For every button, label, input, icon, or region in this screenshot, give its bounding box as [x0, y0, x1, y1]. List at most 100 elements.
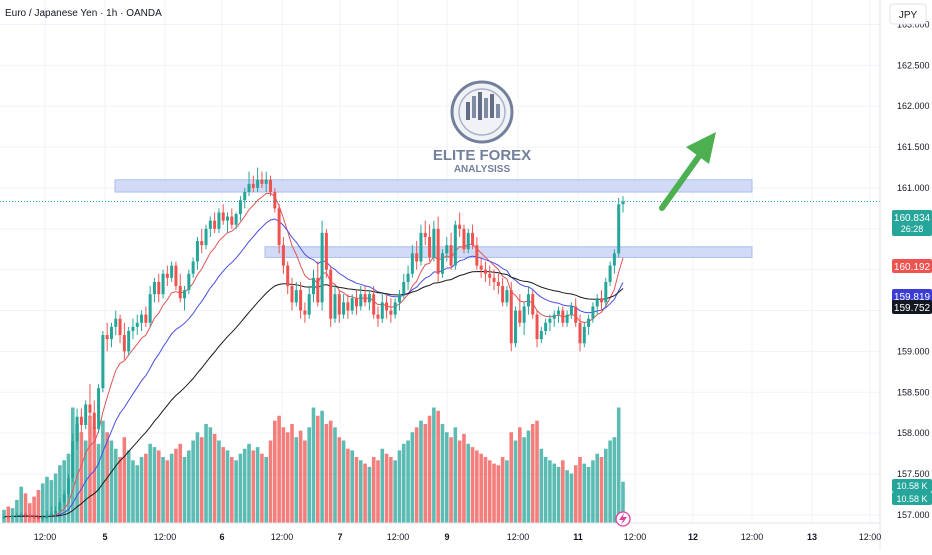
time-tick-label: 12:00 — [507, 532, 530, 542]
volume-bar — [612, 437, 617, 523]
volume-bar — [139, 457, 144, 523]
slow-ma-tag: 159.752 — [892, 300, 932, 314]
candle-body — [582, 326, 586, 344]
candle-body — [548, 318, 552, 323]
logo-candles-icon — [466, 92, 500, 120]
candle-body — [273, 192, 277, 209]
volume-bar — [389, 457, 393, 523]
candle-body — [2, 516, 6, 519]
candle-body — [195, 241, 199, 262]
volume-bar — [135, 465, 140, 523]
time-tick-label: 12:00 — [34, 532, 57, 542]
volume-bar — [285, 432, 290, 523]
candle-body — [286, 265, 290, 287]
time-axis[interactable]: 12:00 5 12:00 6 12:00 7 12:00 9 12:00 11 12:00 12 12… — [34, 532, 882, 542]
candle-body — [157, 281, 161, 295]
time-tick-label: 11 — [573, 532, 583, 542]
volume-bar — [27, 503, 32, 523]
lightning-icon[interactable] — [615, 511, 631, 527]
candle-body — [135, 322, 139, 327]
candle-body — [591, 306, 595, 319]
candle-body — [535, 314, 539, 340]
resistance-zones — [114, 179, 753, 258]
volume-bar — [195, 432, 200, 523]
time-tick-label: 13 — [807, 532, 817, 542]
volume-bar — [483, 457, 488, 523]
volume-bar — [315, 415, 320, 523]
symbol-title[interactable]: Euro / Japanese Yen · 1h · OANDA — [5, 8, 162, 19]
candle-body — [466, 232, 470, 250]
volume-bar — [324, 424, 329, 523]
candle-body — [544, 322, 548, 331]
volume-bar — [337, 437, 342, 523]
volume-bar — [199, 437, 204, 523]
volume-bar — [543, 457, 548, 523]
candle-body — [226, 216, 230, 221]
volume-bar — [453, 427, 458, 523]
candle-body — [264, 179, 268, 184]
candle-body — [243, 192, 247, 201]
currency-button[interactable]: JPY — [889, 3, 927, 25]
volume-bar — [616, 407, 621, 523]
volume-bar — [358, 460, 363, 523]
candle-body — [208, 220, 212, 229]
candle-body — [183, 290, 187, 299]
candle-body — [122, 335, 126, 352]
volume-bar — [346, 448, 350, 523]
candle-body — [66, 478, 70, 495]
volume-bar — [49, 480, 54, 523]
grid-lines — [0, 0, 880, 523]
candle-body — [54, 510, 58, 514]
candle-countdown: 26:28 — [901, 224, 924, 234]
candle-body — [346, 302, 350, 311]
candle-body — [105, 335, 109, 340]
volume-bar — [242, 448, 247, 523]
volume-bar — [217, 440, 221, 523]
volume-bar — [204, 424, 208, 523]
candle-body — [114, 318, 118, 327]
candle-body — [432, 228, 436, 258]
candle-body — [333, 294, 337, 319]
candle-body — [294, 290, 298, 303]
price-tick-label: 157.500 — [897, 469, 930, 479]
candle-body — [303, 310, 307, 315]
volume-bar — [260, 453, 264, 523]
volume-bar — [174, 448, 178, 523]
volume-bar — [449, 437, 453, 523]
time-tick-label: 6 — [219, 532, 224, 542]
volume-bar — [234, 460, 238, 523]
volume-bar — [414, 427, 419, 523]
time-tick-label: 12:00 — [271, 532, 294, 542]
mid-ma-value: 159.819 — [894, 292, 931, 303]
volume-bar — [169, 453, 174, 523]
volume-bar — [230, 457, 234, 523]
candle-body — [152, 281, 156, 295]
candle-body — [234, 214, 238, 225]
volume-bar — [384, 453, 389, 523]
candle-body — [587, 318, 591, 327]
candle-body — [367, 294, 371, 303]
candle-body — [97, 388, 101, 430]
volume-bar — [148, 443, 152, 523]
volume-bar — [101, 420, 105, 523]
candle-body — [213, 220, 217, 229]
candle-body — [496, 281, 500, 287]
candle-body — [101, 335, 105, 389]
price-tick-label: 162.000 — [897, 101, 930, 111]
candle-body — [488, 273, 492, 278]
candle-body — [337, 294, 341, 315]
candle-body — [19, 514, 23, 516]
candle-body — [178, 286, 182, 299]
candle-body — [200, 241, 204, 246]
candle-body — [552, 314, 556, 319]
current-price-value: 160.834 — [894, 213, 931, 224]
volume-bar — [518, 427, 522, 523]
candle-body — [32, 516, 36, 518]
volume-bar — [247, 443, 251, 523]
slow-ma-value: 159.752 — [894, 303, 931, 314]
candle-body — [389, 310, 393, 315]
candle-body — [58, 502, 62, 511]
candle-body — [45, 514, 49, 519]
candle-body — [127, 330, 131, 352]
